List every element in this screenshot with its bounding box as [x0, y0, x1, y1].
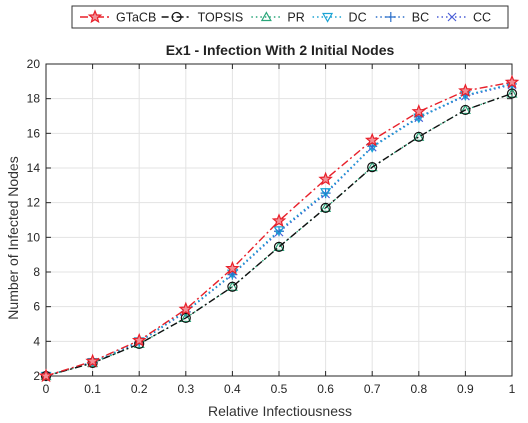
data-point-dc — [320, 188, 332, 198]
legend-item-cc: CC — [437, 11, 491, 25]
data-point-dc — [273, 226, 285, 237]
data-point-topsis — [506, 88, 518, 99]
data-point-gtacb — [225, 260, 240, 275]
data-point-topsis — [180, 312, 191, 324]
legend-label: BC — [412, 11, 429, 25]
series-layer — [38, 74, 520, 383]
legend-marker — [385, 12, 396, 22]
y-axis-label: Number of Infected Nodes — [5, 156, 21, 319]
data-point-pr — [226, 281, 238, 291]
y-tick-label: 14 — [27, 161, 41, 175]
data-point-pr — [180, 312, 192, 323]
legend-item-dc: DC — [312, 11, 367, 25]
data-point-gtacb — [38, 368, 54, 383]
data-point-gtacb — [411, 104, 427, 118]
legend-label: CC — [473, 11, 491, 25]
data-point-gtacb — [178, 301, 194, 316]
data-point-gtacb — [271, 213, 287, 228]
legend: GTaCB TOPSIS PR DC BC CC — [71, 5, 509, 29]
series-topsis — [40, 88, 518, 382]
y-tick-label: 10 — [27, 230, 41, 244]
y-tick-label: 16 — [27, 126, 41, 140]
y-tick-label: 12 — [27, 196, 41, 210]
data-point-topsis — [227, 281, 238, 292]
legend-label: TOPSIS — [198, 11, 244, 25]
data-point-pr — [459, 104, 471, 115]
data-point-topsis — [367, 162, 378, 173]
series-line-topsis — [45, 92, 513, 377]
y-tick-label: 2 — [33, 369, 40, 383]
legend-box — [71, 5, 509, 29]
data-point-topsis — [273, 241, 285, 252]
legend-marker — [322, 12, 334, 23]
x-tick-label: 0.2 — [131, 382, 148, 396]
data-point-gtacb — [131, 332, 147, 347]
legend-label: PR — [287, 11, 304, 25]
data-point-gtacb — [364, 132, 380, 147]
x-axis-label: Relative Infectiousness — [208, 403, 352, 419]
data-point-gtacb — [85, 353, 100, 368]
data-point-pr — [366, 161, 378, 172]
y-tick-label: 20 — [27, 57, 41, 71]
legend-marker — [447, 12, 457, 22]
chart-title: Ex1 - Infection With 2 Initial Nodes — [166, 42, 395, 58]
data-point-topsis — [413, 131, 424, 142]
x-tick-label: 0.7 — [364, 382, 381, 396]
legend-label: DC — [349, 11, 367, 25]
legend-marker — [260, 11, 272, 22]
series-gtacb — [38, 74, 520, 383]
data-point-gtacb — [318, 171, 333, 186]
x-tick-label: 0.9 — [457, 382, 474, 396]
y-tick-label: 18 — [27, 92, 41, 106]
x-tick-label: 0.5 — [271, 382, 288, 396]
legend-label: GTaCB — [116, 11, 156, 25]
x-tick-label: 1 — [509, 382, 516, 396]
axes: 0 0.1 0.2 0.3 0.4 0.5 0.6 0.7 0.8 0.9 124681012141… — [27, 57, 516, 396]
data-point-pr — [413, 131, 425, 141]
data-point-topsis — [320, 202, 331, 213]
y-tick-label: 4 — [33, 334, 40, 348]
x-tick-label: 0.4 — [224, 382, 241, 396]
data-point-gtacb — [458, 83, 473, 98]
x-tick-label: 0.3 — [177, 382, 194, 396]
y-tick-label: 8 — [33, 265, 40, 279]
x-tick-label: 0.8 — [410, 382, 427, 396]
y-tick-label: 6 — [33, 300, 40, 314]
x-tick-label: 0 — [43, 382, 50, 396]
data-point-pr — [320, 202, 332, 212]
data-point-topsis — [460, 104, 471, 116]
legend-item-pr: PR — [251, 11, 305, 25]
x-tick-label: 0.1 — [84, 382, 101, 396]
legend-item-topsis: TOPSIS — [161, 11, 244, 25]
data-point-dc — [366, 143, 378, 153]
legend-marker — [171, 11, 182, 23]
legend-marker — [87, 9, 103, 24]
data-point-pr — [273, 241, 285, 251]
data-point-pr — [506, 87, 518, 98]
x-tick-label: 0.6 — [317, 382, 334, 396]
legend-item-bc: BC — [375, 11, 429, 25]
data-point-gtacb — [504, 74, 520, 89]
legend-item-gtacb: GTaCB — [80, 9, 156, 25]
